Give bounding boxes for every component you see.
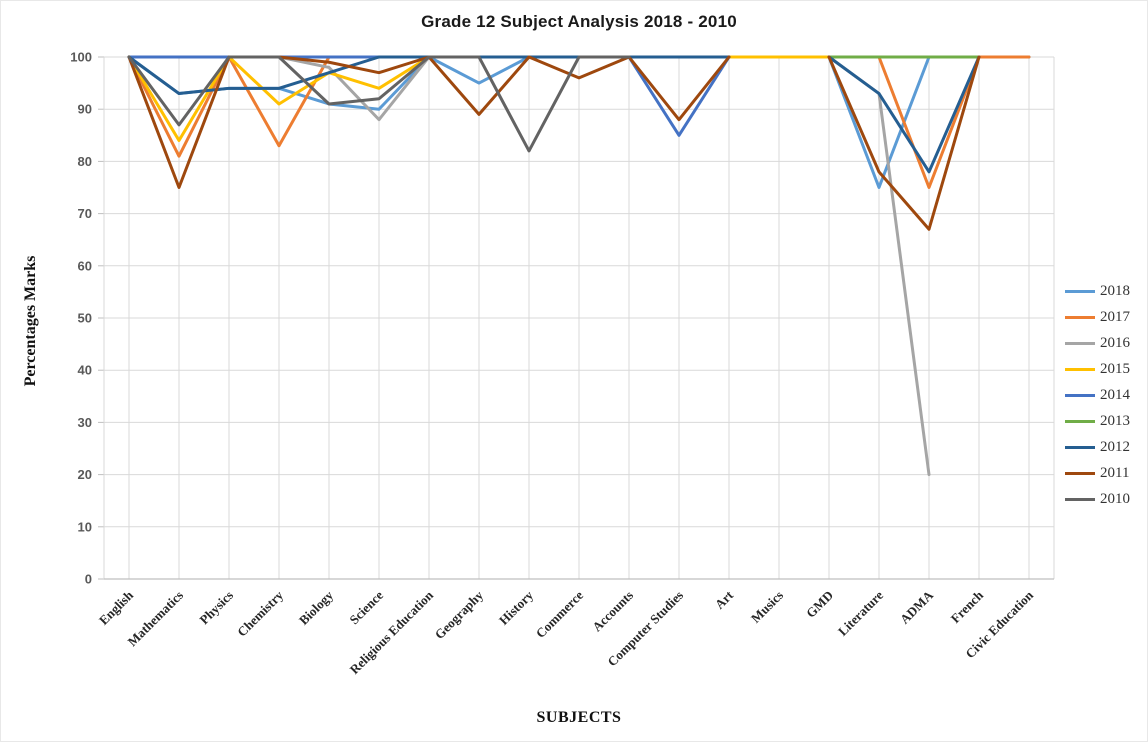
legend-item-2016[interactable]: 2016 xyxy=(1065,330,1130,356)
x-tick-label: Science xyxy=(346,587,386,627)
x-tick-label: English xyxy=(96,587,137,628)
x-tick-label: Literature xyxy=(835,587,886,638)
legend-item-2012[interactable]: 2012 xyxy=(1065,434,1130,460)
y-tick-label: 10 xyxy=(78,519,92,534)
legend-line-swatch xyxy=(1065,341,1095,345)
legend-label: 2010 xyxy=(1100,490,1130,507)
y-tick-label: 20 xyxy=(78,467,92,482)
y-tick-label: 40 xyxy=(78,363,92,378)
legend-item-2010[interactable]: 2010 xyxy=(1065,486,1130,512)
legend-label: 2011 xyxy=(1100,464,1130,481)
y-tick-label: 80 xyxy=(78,154,92,169)
legend-item-2011[interactable]: 2011 xyxy=(1065,460,1130,486)
y-tick-label: 30 xyxy=(78,415,92,430)
x-tick-label: Geography xyxy=(432,587,487,642)
legend-label: 2018 xyxy=(1100,282,1130,299)
x-tick-label: French xyxy=(948,587,987,626)
legend-item-2017[interactable]: 2017 xyxy=(1065,304,1130,330)
legend-label: 2014 xyxy=(1100,386,1130,403)
x-tick-label: Physics xyxy=(196,588,236,628)
y-tick-label: 60 xyxy=(78,258,92,273)
legend-line-swatch xyxy=(1065,289,1095,293)
legend-item-2015[interactable]: 2015 xyxy=(1065,356,1130,382)
series-line-2012[interactable] xyxy=(827,55,981,174)
legend-line-swatch xyxy=(1065,393,1095,397)
y-tick-label: 0 xyxy=(85,572,92,587)
x-tick-label: GMD xyxy=(803,588,836,621)
legend-label: 2015 xyxy=(1100,360,1130,377)
x-tick-label: Religious Education xyxy=(347,587,437,677)
y-axis-title: Percentages Marks xyxy=(22,255,39,387)
y-tick-label: 90 xyxy=(78,102,92,117)
x-tick-label: ADMA xyxy=(897,587,937,627)
legend-line-swatch xyxy=(1065,315,1095,319)
legend-line-swatch xyxy=(1065,497,1095,501)
y-tick-label: 70 xyxy=(78,206,92,221)
series-line-2011[interactable] xyxy=(827,55,981,231)
series-line-2010[interactable] xyxy=(127,55,631,153)
legend-item-2018[interactable]: 2018 xyxy=(1065,278,1130,304)
x-tick-label: Biology xyxy=(296,587,337,628)
x-tick-label: Chemistry xyxy=(234,587,286,639)
legend-label: 2012 xyxy=(1100,438,1130,455)
legend-label: 2016 xyxy=(1100,334,1130,351)
y-tick-label: 100 xyxy=(70,50,92,65)
legend-line-swatch xyxy=(1065,419,1095,423)
x-tick-label: Art xyxy=(712,587,737,612)
legend-item-2013[interactable]: 2013 xyxy=(1065,408,1130,434)
x-axis-title: SUBJECTS xyxy=(536,709,622,726)
x-tick-label: Commerce xyxy=(533,587,586,640)
legend-line-swatch xyxy=(1065,367,1095,371)
x-tick-label: Musics xyxy=(748,588,786,626)
legend-label: 2017 xyxy=(1100,308,1130,325)
legend: 2018 2017 2016 2015 2014 2013 2012 2011 2010 xyxy=(1065,278,1130,512)
x-tick-label: History xyxy=(496,587,537,628)
legend-line-swatch xyxy=(1065,445,1095,449)
chart-title: Grade 12 Subject Analysis 2018 - 2010 xyxy=(421,12,737,31)
y-tick-label: 50 xyxy=(78,311,92,326)
legend-line-swatch xyxy=(1065,471,1095,475)
legend-item-2014[interactable]: 2014 xyxy=(1065,382,1130,408)
legend-label: 2013 xyxy=(1100,412,1130,429)
x-tick-label: Accounts xyxy=(589,588,636,635)
